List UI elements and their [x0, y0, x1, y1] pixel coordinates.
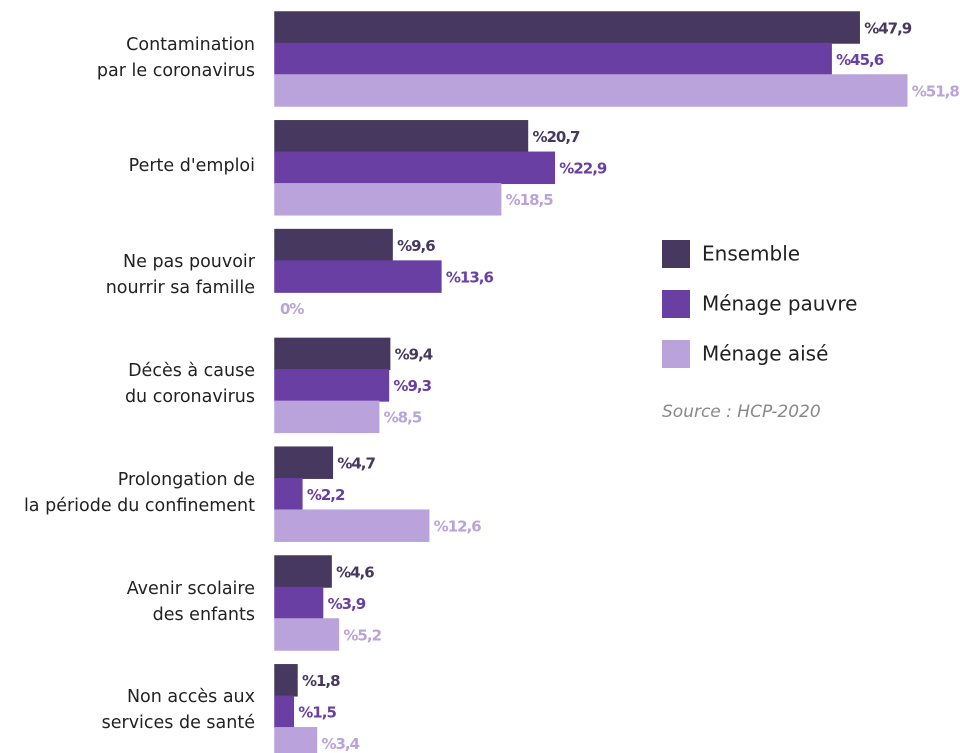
value-label: %4,7 [337, 454, 375, 472]
value-label: %4,6 [336, 563, 374, 581]
bar [274, 446, 334, 479]
bar [274, 183, 502, 216]
value-label: %9,4 [395, 346, 433, 364]
legend-label: Ménage aisé [702, 342, 828, 366]
value-label: %3,9 [328, 595, 366, 613]
category-label: Contamination par le coronavirus [96, 34, 255, 81]
category-label: Non accès aux services de santé [101, 687, 255, 734]
value-label: %18,5 [506, 191, 554, 209]
category-label: Prolongation de la période du confinemen… [23, 469, 255, 516]
legend-swatch [662, 340, 690, 368]
value-label: %47,9 [864, 19, 912, 37]
value-label: %51,8 [912, 82, 960, 100]
value-label: %5,2 [343, 626, 381, 644]
bar [274, 369, 390, 402]
bar [274, 695, 295, 729]
legend-swatch [662, 290, 690, 318]
value-label: %1,5 [298, 704, 336, 722]
bar [274, 74, 908, 107]
value-label: %3,4 [321, 735, 359, 753]
bar [274, 618, 340, 651]
category-label: Décès à cause du coronavirus [124, 361, 255, 408]
bar [274, 11, 860, 44]
bar [274, 664, 298, 697]
value-label: %2,2 [307, 486, 345, 504]
legend-label: Ménage pauvre [702, 292, 857, 316]
value-label: %8,5 [384, 409, 422, 427]
bar [274, 337, 391, 371]
bar [274, 400, 380, 434]
value-label: %9,6 [397, 237, 435, 255]
value-label: %12,6 [434, 517, 482, 535]
category-label: Ne pas pouvoir nourrir sa famille [105, 252, 255, 299]
value-label: 0% [280, 300, 304, 318]
bar [274, 586, 324, 620]
value-label: %1,8 [302, 672, 340, 690]
legend-label: Ensemble [702, 242, 800, 266]
bar [274, 477, 303, 511]
bar [274, 509, 430, 542]
bar [274, 120, 529, 153]
value-label: %20,7 [532, 128, 580, 146]
legend-swatch [662, 240, 690, 268]
bar [274, 228, 393, 262]
bar [274, 151, 556, 185]
source-note: Source : HCP-2020 [662, 402, 821, 422]
value-label: %13,6 [446, 268, 494, 286]
bar [274, 260, 442, 293]
bar [274, 727, 318, 753]
category-label: Perte d'emploi [128, 156, 255, 177]
value-label: %9,3 [393, 377, 431, 395]
category-label: Avenir scolaire des enfants [126, 578, 255, 625]
value-label: %45,6 [836, 51, 884, 69]
bar [274, 42, 832, 76]
value-label: %22,9 [559, 160, 607, 178]
bar [274, 555, 332, 588]
